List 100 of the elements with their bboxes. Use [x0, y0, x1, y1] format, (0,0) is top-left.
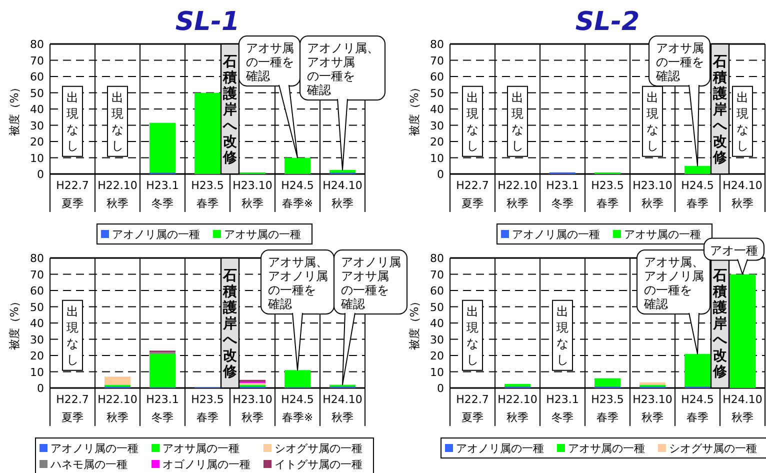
legend-label: イトグサ属の一種	[274, 458, 362, 471]
y-tick-label: 0	[37, 382, 44, 395]
y-tick-label: 50	[430, 300, 444, 314]
y-tick-label: 40	[430, 317, 444, 330]
y-tick-label: 40	[430, 103, 444, 116]
y-tick-label: 10	[30, 366, 44, 379]
annotation: アオサ属の一種を確認	[245, 41, 294, 83]
x-tick-label: H23.10 秋季	[632, 179, 672, 210]
annotation: アオサ属、アオノリ属の一種を確認	[267, 255, 328, 311]
annotation: 出現なし	[646, 90, 658, 152]
x-tick-label: H22.10 秋季	[98, 179, 138, 210]
legend-label: シオグサ属の一種	[669, 442, 757, 455]
annotation: アオサ属、アオノリ属の一種を確認	[643, 255, 704, 311]
x-tick-label: H23.10 秋季	[632, 393, 672, 424]
x-tick-label: H23.10 秋季	[232, 179, 272, 210]
band-label: 石積護岸へ改修	[222, 268, 238, 380]
chart-title: SL-1	[175, 7, 240, 37]
x-tick-label: H24.10 秋季	[322, 393, 362, 424]
note: アオノリ属、アオサ属の一種を確認	[300, 36, 386, 100]
x-tick-label: H24.5 春季	[681, 179, 714, 210]
annotation: アオノリ属アオサ属の一種を確認	[340, 255, 401, 311]
note: アオサ属の一種を確認	[648, 36, 710, 86]
note: アオノリ属アオサ属の一種を確認	[334, 250, 408, 314]
annotation: アオサ属の一種を確認	[655, 41, 704, 83]
y-tick-label: 30	[30, 333, 44, 346]
y-tick-label: 30	[30, 119, 44, 132]
y-tick-label: 0	[37, 168, 44, 181]
y-tick-label: 0	[437, 382, 444, 395]
y-tick-label: 20	[30, 350, 44, 362]
x-tick-label: H22.7 夏季	[56, 179, 89, 210]
note: アオサ属、アオノリ属の一種を確認	[260, 250, 334, 314]
bar	[330, 170, 356, 172]
legend-label: オゴノリ属の一種	[162, 458, 250, 471]
note: アオサ属の一種を確認	[238, 36, 300, 86]
bar	[594, 378, 620, 386]
annotation: 出現なし	[112, 90, 124, 152]
band: 石積護岸へ改修	[220, 43, 240, 175]
bar	[194, 92, 220, 174]
y-tick-label: 50	[30, 86, 44, 100]
y-tick-label: 40	[30, 317, 44, 330]
x-tick-label: H23.10 秋季	[232, 393, 272, 424]
annotation: 出現なし	[66, 90, 78, 152]
legend-label: アオサ属の一種	[568, 442, 645, 455]
x-tick-label: H22.10 秋季	[498, 179, 538, 210]
legend-label: アオノリ属の一種	[112, 228, 200, 241]
x-tick-label: H22.7 夏季	[56, 393, 89, 424]
y-axis-title: 被度（%）	[8, 296, 21, 350]
x-tick-label: H24.10 秋季	[322, 179, 362, 210]
x-tick-label: H24.10 秋季	[722, 179, 762, 210]
bar	[284, 158, 310, 174]
band-label: 石積護岸へ改修	[222, 54, 238, 166]
note: アオサ属、アオノリ属の一種を確認	[636, 250, 710, 314]
bar	[504, 384, 530, 386]
annotation: アオ一種	[710, 243, 758, 258]
y-tick-label: 60	[430, 70, 444, 84]
x-tick-label: H22.7 夏季	[456, 179, 489, 210]
y-tick-label: 70	[430, 268, 444, 282]
note: アオ一種	[704, 238, 764, 261]
chart-title: SL-2	[575, 7, 640, 37]
legend-label: ハネモ属の一種	[50, 458, 128, 471]
y-tick-label: 60	[430, 284, 444, 298]
legend-label: アオサ属の一種	[624, 228, 701, 241]
annotation: 出現なし	[466, 304, 478, 366]
x-tick-label: H23.1 冬季	[146, 179, 179, 210]
y-tick-label: 40	[30, 103, 44, 116]
bar	[284, 370, 310, 388]
legend-label: アオノリ属の一種	[50, 442, 138, 455]
annotation: 出現なし	[466, 90, 478, 152]
y-axis-title: 被度（%）	[408, 296, 421, 350]
band-label: 石積護岸へ改修	[712, 54, 728, 166]
bar	[640, 382, 666, 385]
x-tick-label: H23.5 春季	[591, 393, 624, 424]
y-tick-label: 30	[430, 333, 444, 346]
y-tick-label: 10	[430, 152, 444, 165]
y-tick-label: 50	[430, 86, 444, 100]
x-tick-label: H23.1 冬季	[546, 393, 579, 424]
x-tick-label: H22.10 秋季	[98, 393, 138, 424]
annotation: アオノリ属、アオサ属の一種を確認	[306, 41, 379, 97]
x-tick-label: H23.5 春季	[191, 179, 224, 210]
x-tick-label: H22.7 夏季	[456, 393, 489, 424]
annotation: 出現なし	[512, 90, 524, 152]
bar	[150, 354, 176, 388]
bar	[104, 376, 130, 385]
x-tick-label: H24.5 春季※	[281, 179, 314, 210]
y-tick-label: 70	[30, 268, 44, 282]
band: 石積護岸へ改修	[710, 43, 730, 175]
annotation: 出現なし	[736, 90, 748, 152]
band: 石積護岸へ改修	[220, 257, 240, 389]
annotation: 出現なし	[556, 304, 568, 366]
y-tick-label: 80	[430, 38, 444, 51]
legend-label: アオサ属の一種	[162, 442, 240, 455]
y-tick-label: 0	[437, 168, 444, 181]
y-tick-label: 80	[430, 252, 444, 265]
y-tick-label: 10	[430, 366, 444, 379]
x-tick-label: H23.1 冬季	[546, 179, 579, 210]
legend-label: アオサ属の一種	[224, 228, 301, 241]
y-axis-title: 被度（%）	[8, 82, 21, 136]
x-tick-label: H23.5 春季	[191, 393, 224, 424]
y-tick-label: 80	[30, 38, 44, 51]
y-tick-label: 50	[30, 300, 44, 314]
